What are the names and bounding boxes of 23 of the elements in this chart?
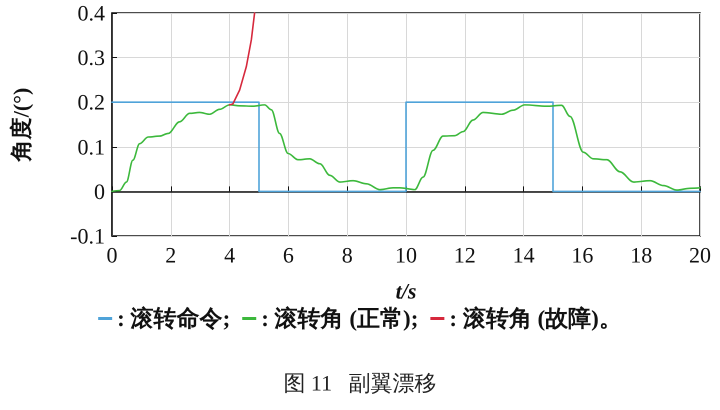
y-tick-label: 0.2 [78, 90, 105, 115]
x-axis-title: t/s [396, 278, 416, 304]
caption: 图 11 副翼漂移 [283, 370, 437, 396]
x-tick-label: 8 [342, 242, 353, 268]
y-tick-label: 0.3 [78, 45, 105, 70]
x-tick-label: 4 [224, 242, 236, 268]
y-tick-label: 0.4 [78, 0, 105, 26]
x-tick-label: 18 [630, 242, 652, 268]
x-tick-label: 12 [454, 242, 476, 268]
y-axis-title: 角度/(°) [8, 88, 34, 162]
x-tick-label: 16 [571, 242, 594, 268]
y-tick-label: 0 [94, 178, 105, 204]
x-tick-label: 6 [282, 242, 294, 268]
x-tick-label: 10 [395, 242, 417, 268]
x-tick-label: 2 [165, 242, 176, 268]
line-series [228, 12, 256, 106]
x-tick-label: 20 [689, 242, 711, 268]
y-tick-label: 0.1 [78, 134, 105, 160]
legend-label: : 滚转命令; [117, 306, 230, 331]
legend-label: : 滚转角 (故障)。 [449, 306, 622, 331]
y-tick-label: -0.1 [70, 224, 105, 248]
x-tick-label: 14 [512, 242, 535, 268]
legend-label: : 滚转角 (正常); [261, 306, 418, 331]
